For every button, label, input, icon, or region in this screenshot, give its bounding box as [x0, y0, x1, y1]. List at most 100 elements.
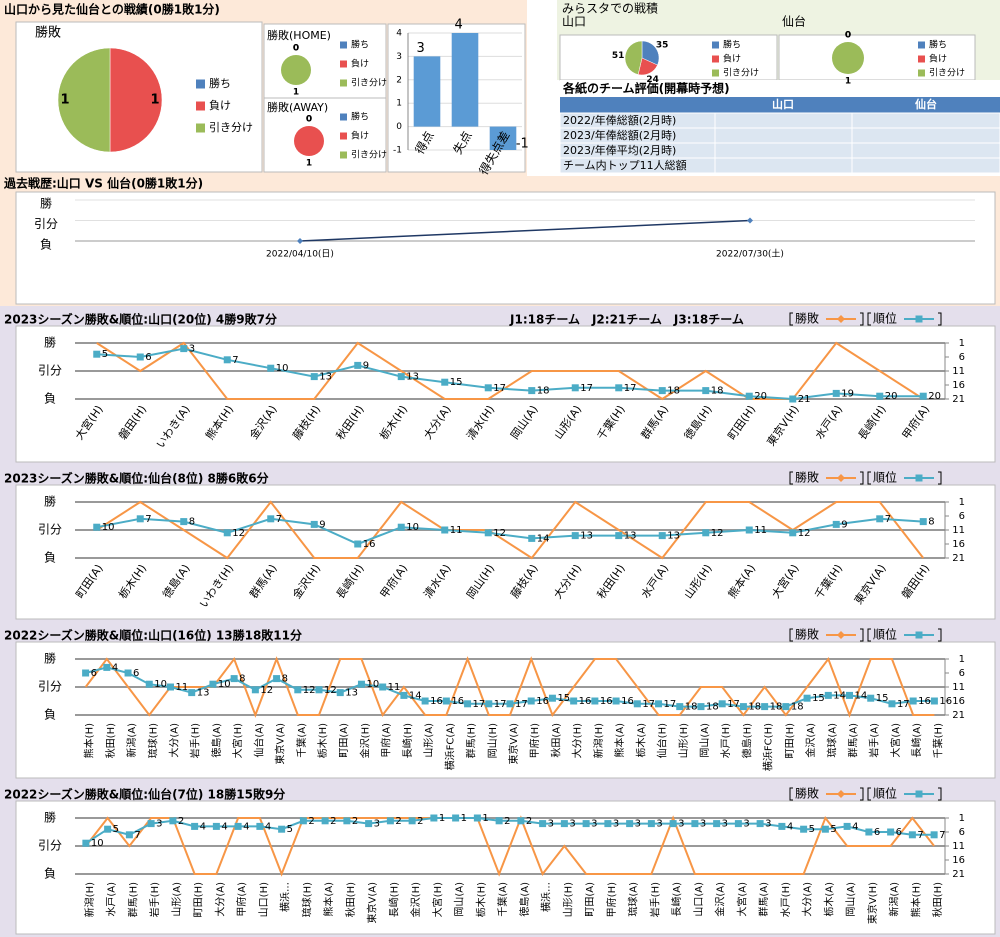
- data-label: 16: [600, 696, 613, 707]
- x-tick-label: 熊本(A): [613, 723, 626, 758]
- legend-swatch: [340, 60, 347, 68]
- data-label: 3: [156, 819, 162, 830]
- x-tick-label: 栃木(H): [474, 882, 487, 917]
- data-label: 17: [515, 699, 528, 710]
- x-tick-label: 金沢(H): [358, 723, 371, 758]
- legend-bracket: [860, 471, 864, 485]
- rank-marker: [484, 529, 492, 537]
- legend-bracket: [867, 471, 871, 485]
- rank-marker: [136, 353, 144, 361]
- bar: [451, 33, 479, 127]
- pie-slice: [294, 126, 324, 156]
- data-label: 0: [845, 31, 851, 41]
- x-tick-label: 長崎(A): [910, 723, 923, 758]
- data-label: 11: [175, 682, 188, 693]
- y-tick-label: 引分: [38, 839, 62, 853]
- x-tick-label: 琉球(A): [825, 723, 838, 758]
- data-label: 10: [102, 522, 115, 533]
- y-tick-label: 勝: [40, 196, 52, 211]
- rank-marker: [223, 529, 231, 537]
- rank-marker: [299, 817, 307, 825]
- legend-bracket: [789, 628, 793, 642]
- rank-marker: [626, 820, 634, 828]
- legend-bracket: [867, 787, 871, 801]
- data-label: 14: [855, 690, 868, 701]
- data-label: 13: [624, 531, 637, 542]
- x-tick-label: 群馬(H): [465, 723, 478, 758]
- y-tick-label: 勝: [44, 810, 56, 825]
- x-tick-label: 栃木(A): [822, 882, 835, 917]
- legend-swatch: [340, 41, 347, 49]
- data-label: 2: [330, 816, 336, 827]
- rank-marker: [669, 820, 677, 828]
- x-tick-label: 岡山(A): [454, 882, 466, 917]
- rank-marker: [571, 532, 579, 540]
- rank-marker: [713, 820, 721, 828]
- rank-marker: [441, 378, 449, 386]
- data-label: 6: [133, 668, 139, 679]
- legend-label: 引き分け: [723, 68, 759, 79]
- x-tick-label: 東京V(H): [866, 882, 879, 924]
- x-tick-label: 琉球(H): [146, 723, 159, 758]
- data-label: 8: [928, 517, 934, 528]
- x-tick-label: 熊本(H): [909, 882, 922, 917]
- legend-label: 引き分け: [929, 68, 965, 79]
- x-tick-label: 秋田(H): [931, 882, 944, 917]
- y-tick-label: 負: [44, 392, 56, 406]
- x-tick-label: 甲府(A): [235, 882, 248, 917]
- data-label: 16: [363, 539, 376, 550]
- data-label: 2: [308, 816, 314, 827]
- pie-box: [778, 34, 976, 81]
- x-tick-label: 秋田(H): [344, 882, 357, 917]
- chart-title: 2023シーズン勝敗&順位:仙台(8位) 8勝6敗6分: [4, 471, 269, 486]
- chart-title: 過去戦歴:山口 VS 仙台(0勝1敗1分): [3, 176, 203, 191]
- rank-marker: [473, 814, 481, 822]
- rank-marker: [832, 520, 840, 528]
- pie-slice: [624, 40, 643, 75]
- x-tick-label: 町田(H): [194, 882, 205, 917]
- data-label: 3: [700, 819, 706, 830]
- y2-tick-label: 6: [959, 668, 965, 679]
- point: [747, 217, 753, 224]
- data-label: 13: [197, 688, 210, 699]
- x-tick-label: 仙台(H): [656, 723, 669, 758]
- rank-marker: [506, 700, 514, 708]
- x-tick-label: 町田(A): [585, 882, 596, 917]
- y2-tick-label: 6: [959, 352, 965, 363]
- data-label: 16: [579, 696, 592, 707]
- rank-marker: [655, 700, 663, 708]
- pie-title: 山口: [562, 15, 586, 29]
- y2-tick-label: 21: [952, 869, 965, 880]
- rank-marker: [442, 697, 450, 705]
- rank-marker: [147, 820, 155, 828]
- data-label: 8: [282, 674, 288, 685]
- legend-label: 負け: [723, 53, 741, 65]
- x-tick-label: 水戸(H): [780, 882, 792, 917]
- rank-marker: [930, 831, 938, 839]
- data-label: 14: [409, 690, 422, 701]
- x-tick-label: 群馬(H): [126, 882, 139, 917]
- rank-marker: [633, 700, 641, 708]
- chart-title: 2022シーズン勝敗&順位:仙台(7位) 18勝15敗9分: [4, 787, 285, 802]
- x-tick-label: 水戸(A): [106, 882, 118, 917]
- rank-marker: [517, 817, 525, 825]
- data-label: 12: [260, 685, 273, 696]
- legend-bracket: [938, 471, 942, 485]
- rank-marker: [278, 825, 286, 833]
- data-label: 18: [770, 702, 783, 713]
- data-label: 20: [928, 391, 941, 402]
- x-tick-label: 甲府(H): [528, 723, 541, 758]
- y2-tick-label: 11: [952, 366, 965, 377]
- legend-marker: [837, 474, 845, 482]
- rank-marker: [310, 373, 318, 381]
- rank-marker: [397, 373, 405, 381]
- x-tick-label: 甲府(A): [380, 723, 393, 758]
- legend-bracket: [860, 312, 864, 326]
- data-label: 1: [306, 159, 312, 169]
- data-label: 2: [504, 816, 510, 827]
- pie-slice: [281, 55, 311, 85]
- rank-marker: [273, 675, 281, 683]
- data-label: 15: [557, 693, 570, 704]
- data-label: 7: [134, 830, 140, 841]
- rank-marker: [591, 697, 599, 705]
